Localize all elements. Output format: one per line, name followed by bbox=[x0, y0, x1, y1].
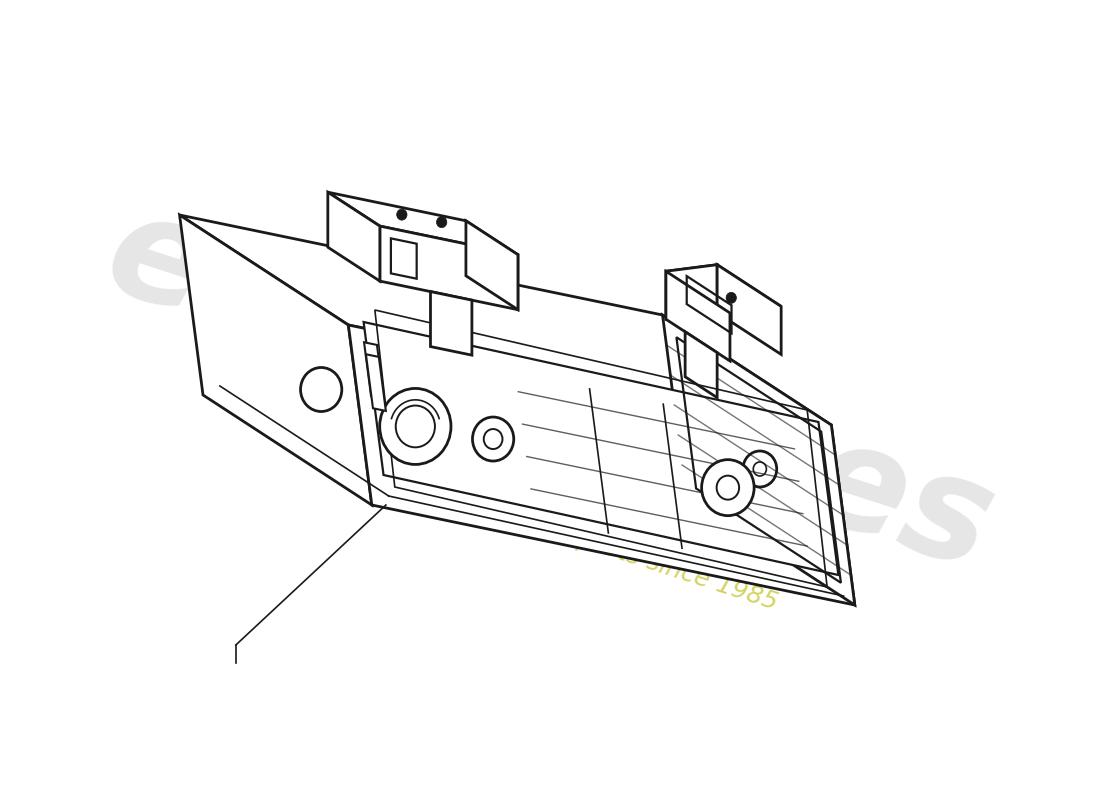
Text: a passion for parts since 1985: a passion for parts since 1985 bbox=[414, 475, 780, 614]
Polygon shape bbox=[328, 192, 518, 254]
Polygon shape bbox=[717, 265, 781, 354]
Polygon shape bbox=[666, 265, 717, 319]
Polygon shape bbox=[179, 215, 832, 425]
Text: eurospares: eurospares bbox=[89, 181, 1011, 599]
Polygon shape bbox=[666, 271, 730, 361]
Circle shape bbox=[437, 217, 447, 228]
Polygon shape bbox=[364, 342, 384, 399]
Polygon shape bbox=[379, 226, 518, 310]
Circle shape bbox=[702, 460, 755, 516]
Polygon shape bbox=[466, 221, 518, 310]
Polygon shape bbox=[666, 265, 781, 313]
Polygon shape bbox=[349, 325, 855, 605]
Circle shape bbox=[379, 389, 451, 465]
Polygon shape bbox=[179, 215, 372, 505]
Polygon shape bbox=[430, 291, 472, 355]
Polygon shape bbox=[366, 354, 386, 411]
Polygon shape bbox=[328, 192, 380, 281]
Polygon shape bbox=[364, 322, 838, 575]
Polygon shape bbox=[662, 315, 855, 605]
Circle shape bbox=[726, 292, 736, 303]
Circle shape bbox=[397, 209, 407, 220]
Polygon shape bbox=[685, 332, 717, 398]
Circle shape bbox=[473, 417, 514, 461]
